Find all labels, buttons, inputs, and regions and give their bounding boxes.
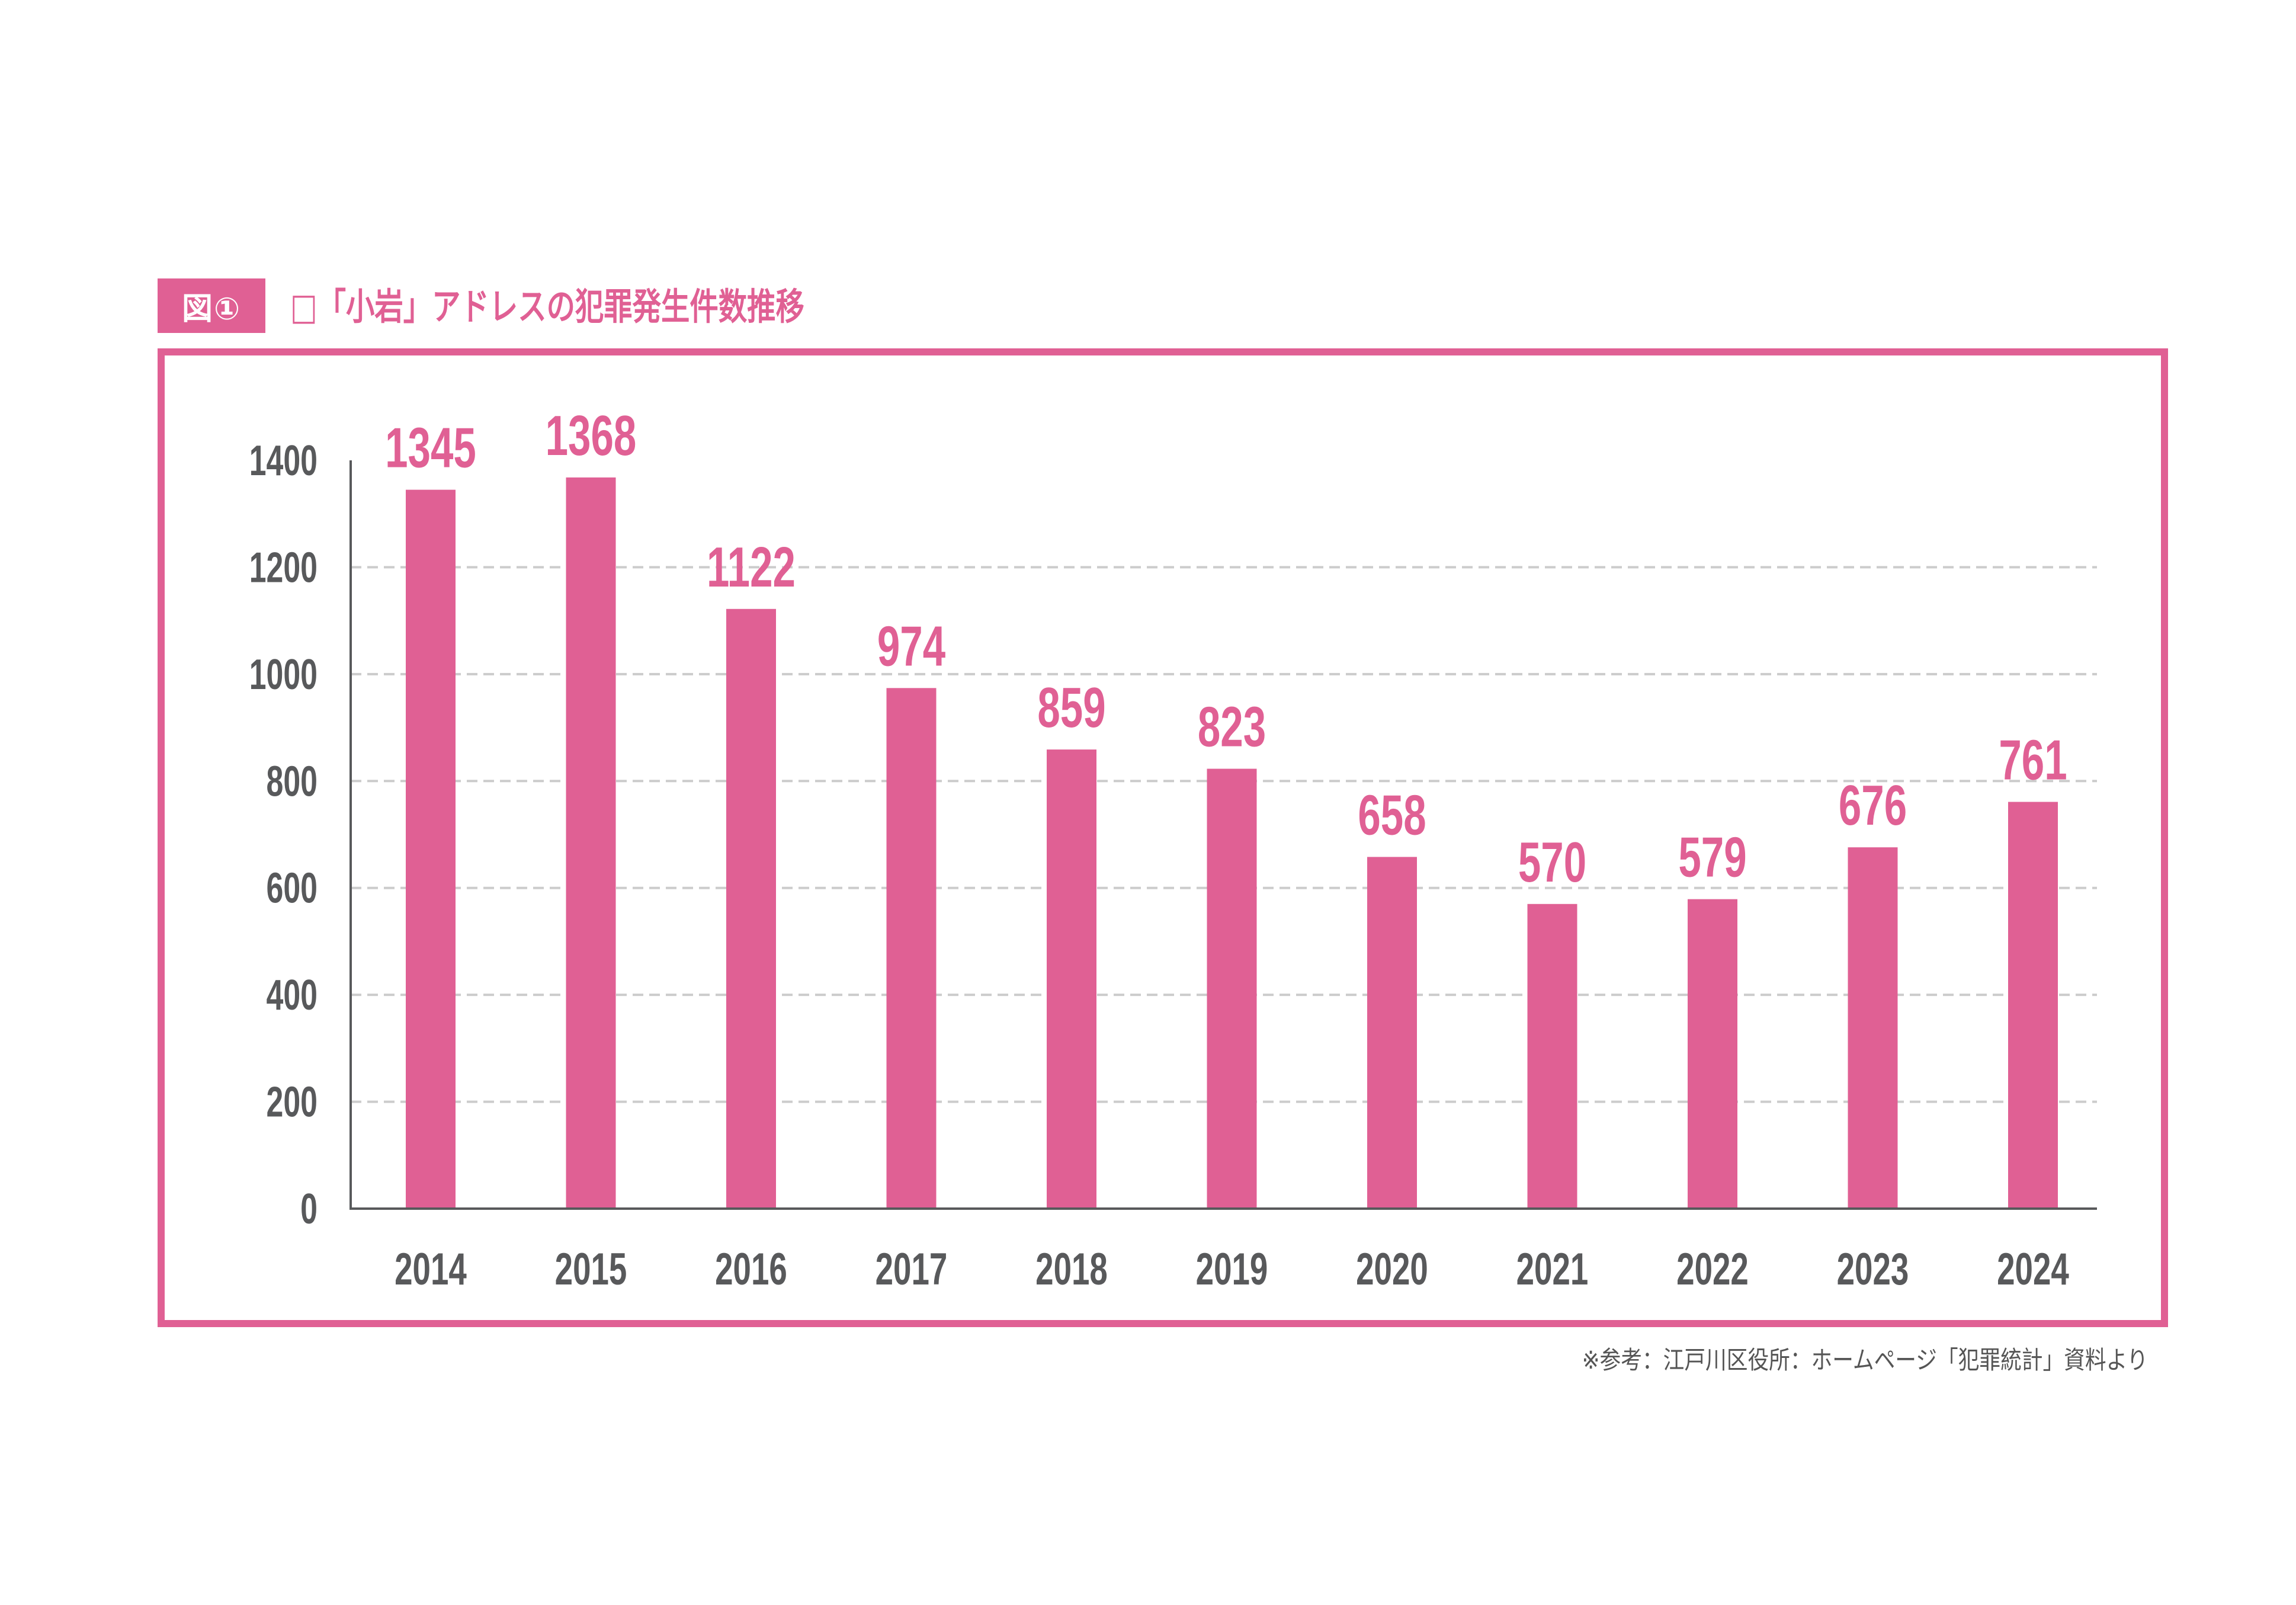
chart-frame bbox=[158, 348, 2168, 1327]
x-tick-label: 2024 bbox=[1997, 1244, 2069, 1295]
data-labels: 1345 1368 1122 974 859 823 658 570 579 676 761 bbox=[385, 403, 2067, 894]
bar bbox=[406, 489, 456, 1209]
data-label: 823 bbox=[1198, 694, 1266, 758]
y-tick-label: 600 bbox=[267, 864, 318, 912]
data-label: 974 bbox=[877, 614, 946, 678]
y-tick-label: 200 bbox=[267, 1078, 318, 1126]
y-tick-label: 1200 bbox=[249, 544, 318, 591]
y-tick-label: 1400 bbox=[249, 437, 318, 485]
y-tick-labels: 0 200 400 600 800 1000 1200 1400 bbox=[249, 437, 318, 1233]
data-label: 658 bbox=[1358, 783, 1426, 847]
data-label: 1122 bbox=[707, 535, 796, 599]
source-note: ※参考：江戸川区役所：ホームページ「犯罪統計」資料より bbox=[1582, 1345, 2148, 1375]
x-tick-label: 2023 bbox=[1837, 1244, 1909, 1295]
x-tick-label: 2016 bbox=[715, 1244, 787, 1295]
bar bbox=[886, 688, 937, 1209]
bar bbox=[1207, 768, 1257, 1209]
y-tick-label: 0 bbox=[300, 1186, 318, 1233]
data-label: 676 bbox=[1839, 773, 1907, 837]
data-label: 1345 bbox=[385, 415, 476, 479]
y-tick-label: 800 bbox=[267, 758, 318, 805]
bar bbox=[566, 477, 616, 1209]
bar bbox=[1688, 899, 1737, 1209]
x-tick-label: 2022 bbox=[1676, 1244, 1749, 1295]
chart-title: □「小岩」アドレスの犯罪発生件数推移 bbox=[290, 285, 804, 328]
data-label: 1368 bbox=[546, 403, 637, 467]
data-label: 761 bbox=[1999, 728, 2067, 792]
y-tick-label: 400 bbox=[267, 972, 318, 1019]
bar bbox=[1047, 749, 1096, 1209]
x-tick-labels: 2014 2015 2016 2017 2018 2019 2020 2021 2022 2023… bbox=[395, 1244, 2069, 1295]
bar bbox=[1527, 904, 1577, 1209]
bars bbox=[406, 477, 2058, 1209]
data-label: 579 bbox=[1678, 825, 1746, 889]
x-tick-label: 2014 bbox=[395, 1244, 467, 1295]
figure-badge: 図① bbox=[158, 278, 265, 333]
data-label: 859 bbox=[1037, 675, 1105, 739]
axes bbox=[349, 460, 2097, 1210]
x-tick-label: 2021 bbox=[1516, 1244, 1589, 1295]
bar bbox=[1367, 857, 1417, 1209]
bar bbox=[1848, 847, 1898, 1209]
bar bbox=[726, 608, 776, 1209]
data-label: 570 bbox=[1518, 830, 1586, 894]
x-tick-label: 2018 bbox=[1035, 1244, 1108, 1295]
bar bbox=[2008, 802, 2058, 1209]
y-tick-label: 1000 bbox=[249, 651, 318, 699]
x-tick-label: 2015 bbox=[555, 1244, 627, 1295]
x-tick-label: 2019 bbox=[1196, 1244, 1268, 1295]
x-tick-label: 2017 bbox=[876, 1244, 948, 1295]
x-tick-label: 2020 bbox=[1356, 1244, 1428, 1295]
